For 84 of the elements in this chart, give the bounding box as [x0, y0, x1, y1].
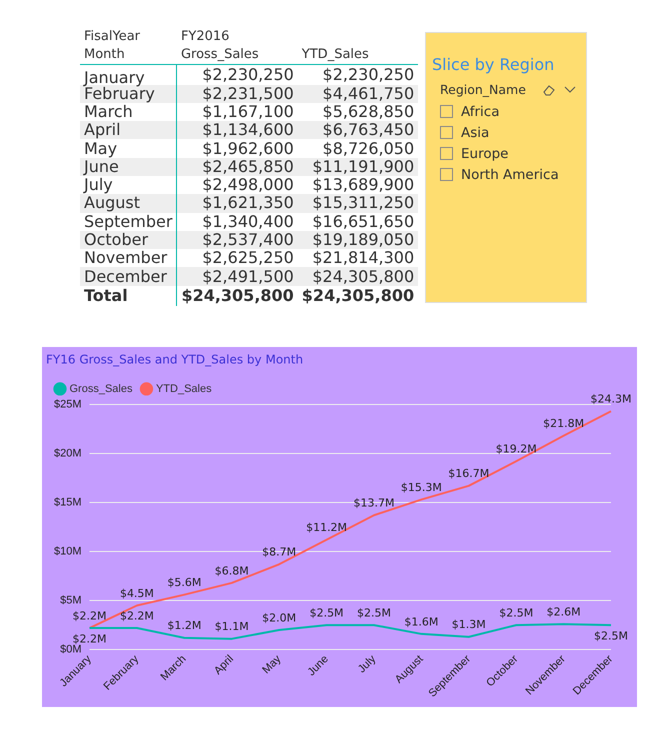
text: Month — [80, 46, 177, 64]
y-tick-label: $15M — [54, 496, 82, 509]
category-label: North America — [461, 166, 559, 182]
category-label: November — [80, 248, 177, 268]
data-label: $2,537,400 — [176, 230, 298, 250]
data-label: $24,305,800 — [298, 266, 418, 286]
category-label: Total — [80, 286, 177, 306]
data-label: $6.8M — [214, 564, 249, 578]
data-label: $2.6M — [546, 605, 581, 618]
category-label: April — [80, 120, 177, 140]
data-label: $2.5M — [356, 606, 391, 620]
y-tick-label: $10M — [54, 546, 82, 558]
data-label: $2,625,250 — [201, 248, 295, 268]
data-label: $15.3M — [400, 480, 442, 494]
data-label: $19,189,050 — [298, 230, 418, 250]
y-tick-label: $5M — [60, 594, 82, 607]
category-label: June — [80, 156, 177, 176]
data-label: $1,340,400 — [201, 212, 295, 231]
data-label: $1,167,100 — [201, 102, 295, 122]
data-label: $13.7M — [353, 496, 394, 510]
legend-label: Gross_Sales — [70, 382, 133, 395]
x-tick-label: July — [356, 652, 379, 676]
y-tick-label: $0M — [60, 644, 82, 656]
data-label: $2.5M — [310, 606, 344, 620]
data-label: $4,461,750 — [298, 84, 418, 103]
x-tick-label: May — [260, 652, 284, 676]
data-label: $8,726,050 — [322, 138, 416, 158]
y-tick-label: $25M — [54, 398, 82, 410]
data-label: $2.2M — [120, 609, 154, 622]
text: FY2016 — [180, 28, 230, 46]
text: FisalYear — [83, 28, 142, 46]
y-tick-label: $20M — [54, 447, 82, 460]
data-label: $13,689,900 — [311, 175, 416, 194]
data-label: $2,231,500 — [176, 84, 298, 103]
text: Slice by Region — [432, 55, 556, 74]
data-label: $2.2M — [72, 609, 107, 622]
category-label: January — [80, 64, 177, 86]
category-label: Asia — [461, 124, 490, 140]
data-label: $24,305,800 — [300, 286, 416, 306]
data-label: $16,651,650 — [311, 212, 416, 231]
category-label: August — [80, 193, 177, 213]
category-label: September — [80, 212, 177, 231]
data-label: $2.0M — [262, 611, 296, 624]
category-label: July — [80, 175, 177, 194]
category-label: Europe — [461, 146, 508, 162]
data-label: $2.5M — [594, 629, 628, 642]
data-label: $15,311,250 — [298, 193, 418, 213]
data-label: $5.6M — [167, 576, 202, 590]
data-label: $1.1M — [214, 620, 249, 634]
category-label: December — [80, 266, 177, 286]
data-label: $2,230,250 — [322, 64, 416, 84]
data-label: $11.2M — [306, 521, 348, 534]
data-label: $1.6M — [404, 615, 438, 628]
data-label: $5,628,850 — [322, 102, 416, 122]
data-label: $8.7M — [262, 546, 296, 559]
data-label: $2.2M — [72, 632, 107, 646]
data-label: $2,498,000 — [201, 175, 295, 194]
category-label: Africa — [461, 104, 500, 120]
data-label: $2,491,500 — [176, 266, 298, 286]
data-label: $11,191,900 — [298, 156, 418, 176]
series-label: Gross_Sales — [176, 46, 298, 64]
category-label: March — [80, 102, 177, 122]
data-label: $2,465,850 — [176, 156, 298, 176]
data-label: $16.7M — [448, 467, 490, 480]
data-label: $1.2M — [167, 619, 202, 632]
data-label: $24.3M — [590, 392, 632, 406]
category-label: October — [80, 230, 177, 250]
chart-title: FY16 Gross_Sales and YTD_Sales by Month — [46, 352, 304, 366]
data-label: $1,621,350 — [176, 193, 298, 213]
data-label: $2.5M — [499, 606, 534, 620]
data-label: $24,305,800 — [180, 286, 295, 306]
data-label: $1,134,600 — [176, 120, 298, 140]
data-label: $1.3M — [452, 618, 486, 632]
data-label: $21.8M — [543, 417, 584, 430]
data-label: $19.2M — [496, 442, 537, 456]
data-label: $1,962,600 — [201, 138, 295, 158]
series-label: YTD_Sales — [298, 46, 418, 64]
data-label: $6,763,450 — [298, 120, 418, 140]
legend-label: YTD_Sales — [156, 382, 212, 395]
data-label: $21,814,300 — [311, 248, 416, 268]
text: Region_Name — [440, 82, 526, 97]
data-label: $2,230,250 — [201, 64, 295, 84]
data-label: $4.5M — [120, 586, 154, 600]
category-label: May — [80, 138, 177, 158]
